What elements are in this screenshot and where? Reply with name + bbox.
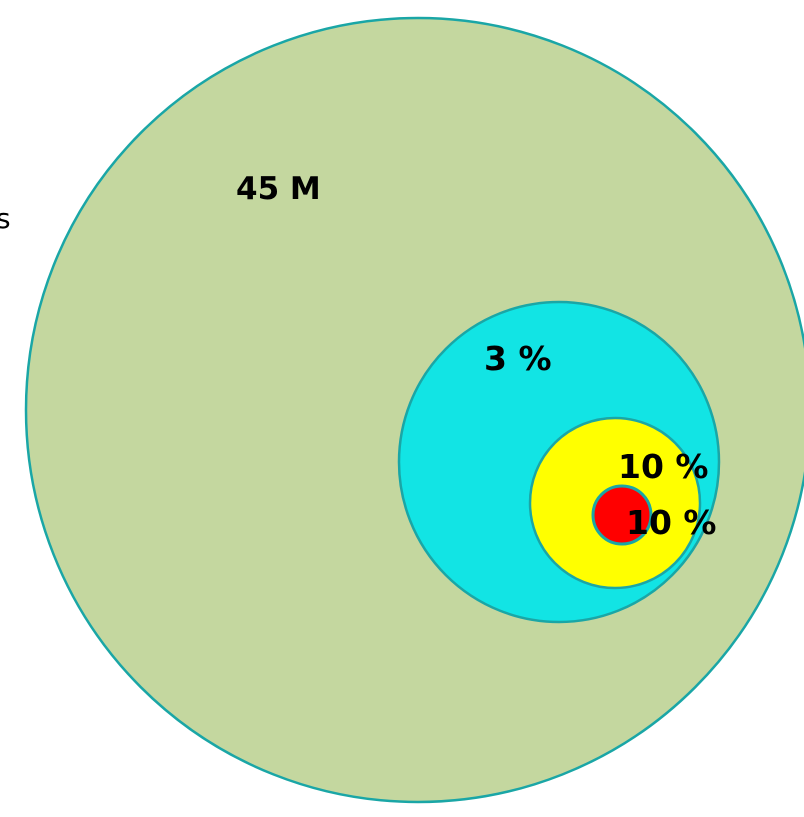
outer-circle-label: 45 M (236, 171, 321, 207)
edge-text: s (0, 202, 11, 235)
inner-circle-label: 10 % (618, 447, 709, 486)
middle-circle-label: 3 % (484, 339, 552, 378)
core-circle (591, 484, 653, 546)
core-circle-label: 10 % (626, 503, 717, 542)
